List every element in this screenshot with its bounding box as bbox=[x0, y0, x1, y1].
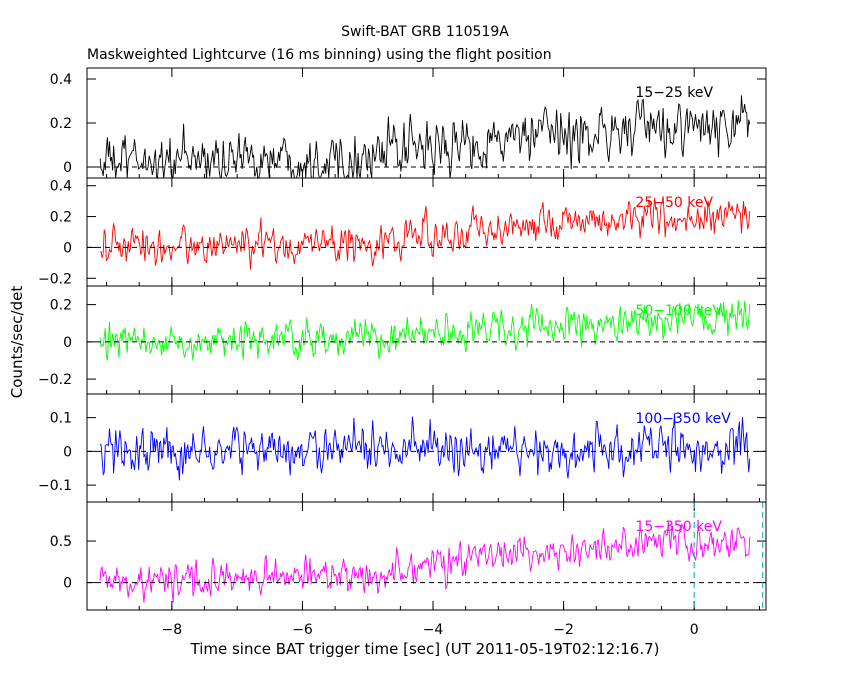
y-tick-label-panel-3: 0 bbox=[63, 335, 72, 351]
y-tick-label-panel-1: 0 bbox=[63, 160, 72, 176]
panel-1: 15−25 keV 0 0.2 0.4 bbox=[50, 67, 767, 180]
x-tick-label: 0 bbox=[690, 622, 699, 638]
chart-title: Swift-BAT GRB 110519A bbox=[341, 24, 509, 40]
x-tick-labels: −8 −6 −4 −2 0 bbox=[162, 622, 699, 638]
series-line-panel-1 bbox=[99, 95, 751, 180]
panel-frame-5 bbox=[86, 501, 767, 611]
band-label-panel-4: 100−350 keV bbox=[635, 411, 731, 427]
y-tick-label-panel-2: 0.2 bbox=[50, 210, 72, 226]
y-tick-label-panel-4: 0 bbox=[63, 444, 72, 460]
panel-3: 50−100 keV −0.2 0 0.2 bbox=[38, 285, 767, 395]
y-tick-label-panel-1: 0.4 bbox=[50, 72, 72, 88]
band-label-panel-1: 15−25 keV bbox=[635, 85, 713, 101]
x-tick-label: −2 bbox=[553, 622, 574, 638]
panel-group: 15−25 keV 0 0.2 0.4 25−50 keV −0.2 0 0.2 0.4 50−1… bbox=[38, 67, 767, 611]
y-tick-label-panel-4: −0.1 bbox=[38, 478, 72, 494]
y-axis-label: Counts/sec/det bbox=[8, 286, 26, 399]
y-tick-label-panel-5: 0 bbox=[63, 576, 72, 592]
y-tick-label-panel-5: 0.5 bbox=[50, 534, 72, 550]
y-tick-label-panel-2: 0 bbox=[63, 240, 72, 256]
y-tick-label-panel-2: −0.2 bbox=[38, 271, 72, 287]
band-label-panel-2: 25−50 keV bbox=[635, 195, 713, 211]
x-tick-label: −4 bbox=[423, 622, 444, 638]
band-label-panel-5: 15−350 keV bbox=[635, 519, 722, 535]
series-line-panel-4 bbox=[99, 413, 751, 481]
y-tick-label-panel-4: 0.1 bbox=[50, 411, 72, 427]
panel-2: 25−50 keV −0.2 0 0.2 0.4 bbox=[38, 177, 767, 287]
y-tick-label-panel-1: 0.2 bbox=[50, 116, 72, 132]
y-tick-label-panel-3: 0.2 bbox=[50, 298, 72, 314]
chart-subtitle: Maskweighted Lightcurve (16 ms binning) … bbox=[87, 47, 552, 63]
panel-4: 100−350 keV −0.1 0 0.1 bbox=[38, 393, 767, 503]
y-tick-label-panel-3: −0.2 bbox=[38, 372, 72, 388]
series-line-panel-3 bbox=[99, 300, 751, 361]
x-tick-label: −8 bbox=[162, 622, 183, 638]
panel-5: 15−350 keV 0 0.5 bbox=[50, 501, 767, 611]
series-line-panel-2 bbox=[99, 196, 751, 270]
band-label-panel-3: 50−100 keV bbox=[635, 303, 722, 319]
y-tick-label-panel-2: 0.4 bbox=[50, 179, 72, 195]
x-tick-label: −6 bbox=[292, 622, 313, 638]
x-axis-label: Time since BAT trigger time [sec] (UT 20… bbox=[190, 640, 660, 658]
